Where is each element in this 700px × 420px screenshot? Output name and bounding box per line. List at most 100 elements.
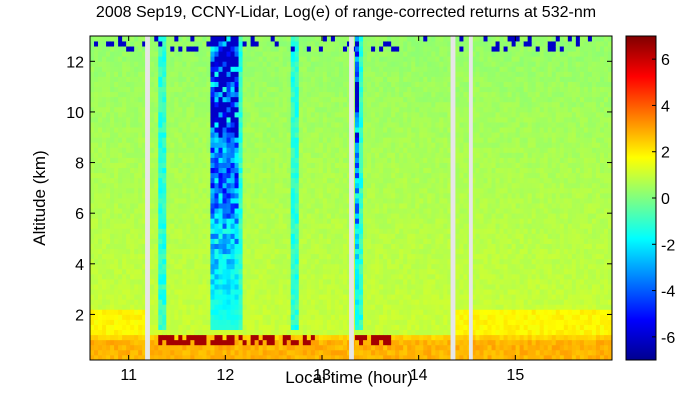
heatmap-cell [118,329,123,336]
heatmap-cell [326,304,332,310]
heatmap-cell [134,304,139,310]
heatmap-cell [246,238,252,244]
heatmap-cell [106,147,111,153]
heatmap-cell [154,167,159,174]
heatmap-cell [94,111,99,118]
heatmap-cell [210,218,215,224]
heatmap-cell [234,127,239,133]
heatmap-cell [274,192,280,199]
heatmap-cell [363,177,368,184]
heatmap-cell [162,203,167,209]
heatmap-cell [334,117,340,123]
heatmap-cell [363,198,368,204]
heatmap-cell [338,101,344,108]
heatmap-cell [186,198,191,204]
heatmap-cell [126,319,131,325]
heatmap-cell [114,96,119,103]
heatmap-cell [338,289,344,295]
heatmap-cell [190,208,195,214]
heatmap-cell [154,36,159,42]
heatmap-cell [391,172,396,179]
heatmap-cell [302,41,308,47]
heatmap-cell [322,91,328,98]
heatmap-cell [306,263,312,270]
heatmap-cell [338,127,344,133]
heatmap-cell [282,117,288,123]
heatmap-cell [338,339,344,346]
heatmap-cell [367,86,372,93]
heatmap-cell [238,208,243,214]
heatmap-cell [254,152,260,158]
heatmap-cell [154,218,159,224]
heatmap-cell [158,111,163,118]
heatmap-cell [134,273,139,280]
heatmap-cell [363,187,368,194]
heatmap-cell [190,228,195,234]
heatmap-cell [154,101,159,108]
heatmap-cell [170,314,175,320]
heatmap-cell [359,299,364,305]
heatmap-cell [246,198,252,204]
heatmap-cell [274,66,280,72]
heatmap-cell [330,314,336,320]
heatmap-cell [98,349,103,356]
heatmap-cell [294,142,300,148]
heatmap-cell [118,76,123,82]
heatmap-cell [383,56,388,62]
heatmap-cell [246,233,252,239]
heatmap-cell [290,132,296,138]
heatmap-cell [322,96,328,103]
heatmap-cell [194,41,199,47]
heatmap-cell [383,309,388,315]
heatmap-cell [363,36,368,42]
heatmap-cell [310,132,316,138]
heatmap-cell [326,111,332,118]
heatmap-cell [359,157,364,163]
heatmap-cell [395,339,400,346]
heatmap-cell [134,167,139,174]
heatmap-cell [395,162,400,169]
heatmap-cell [342,279,348,285]
heatmap-cell [114,167,119,174]
heatmap-cell [395,76,400,82]
heatmap-cell [98,218,103,224]
heatmap-cell [186,203,191,209]
heatmap-cell [371,111,376,118]
heatmap-cell [230,192,235,199]
heatmap-cell [294,324,300,331]
heatmap-cell [142,223,147,229]
heatmap-cell [90,334,95,341]
heatmap-cell [338,182,344,189]
heatmap-cell [218,273,223,280]
heatmap-cell [230,182,235,189]
heatmap-cell [134,127,139,133]
heatmap-cell [198,349,203,356]
heatmap-cell [138,334,143,341]
heatmap-cell [134,162,139,169]
heatmap-cell [379,198,384,204]
heatmap-cell [122,324,127,331]
heatmap-cell [154,157,159,163]
heatmap-cell [363,117,368,123]
heatmap-cell [194,61,199,67]
heatmap-cell [338,243,344,250]
heatmap-cell [126,96,131,103]
heatmap-cell [314,61,320,67]
heatmap-cell [294,61,300,67]
heatmap-cell [371,203,376,209]
heatmap-cell [395,172,400,179]
heatmap-cell [142,86,147,93]
heatmap-cell [106,203,111,209]
heatmap-cell [174,289,179,295]
heatmap-cell [226,289,231,295]
heatmap-cell [306,106,312,113]
heatmap-cell [190,36,195,42]
heatmap-cell [395,198,400,204]
heatmap-cell [338,106,344,113]
heatmap-cell [186,71,191,77]
heatmap-cell [286,304,292,310]
heatmap-cell [202,299,207,305]
heatmap-cell [242,203,247,209]
heatmap-cell [210,177,215,184]
heatmap-cell [202,56,207,62]
